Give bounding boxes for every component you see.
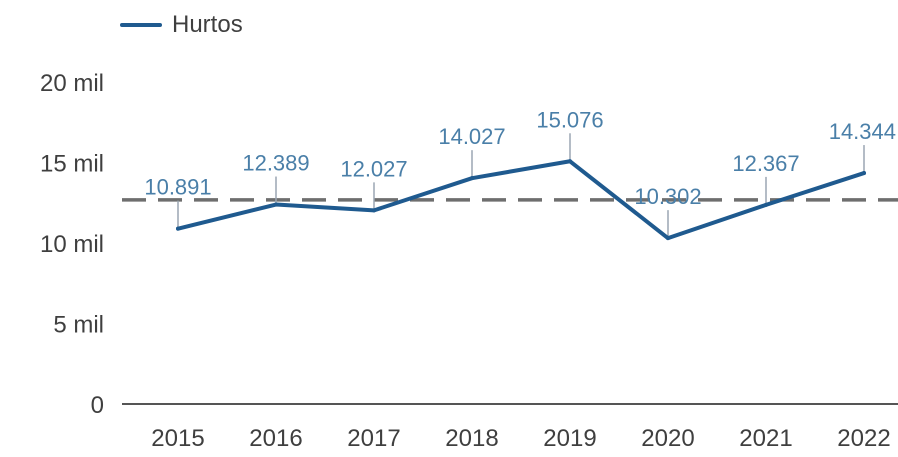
x-tick-label: 2021 [739, 425, 792, 452]
data-label: 14.344 [829, 119, 896, 144]
data-point [372, 208, 376, 213]
data-label: 12.367 [732, 151, 799, 176]
data-point [274, 202, 278, 207]
data-label: 14.027 [438, 124, 505, 149]
x-tick-label: 2016 [249, 425, 302, 452]
data-label: 12.389 [242, 151, 309, 176]
x-tick-label: 2020 [641, 425, 694, 452]
data-label: 12.027 [340, 156, 407, 181]
series-line-hurtos [176, 159, 866, 241]
x-tick-label: 2018 [445, 425, 498, 452]
x-tick-label: 2015 [151, 425, 204, 452]
legend: Hurtos [120, 10, 243, 40]
x-tick-label: 2022 [837, 425, 890, 452]
data-label: 10.891 [144, 175, 211, 200]
y-tick-label: 0 [91, 392, 104, 419]
data-label: 10.302 [634, 184, 701, 209]
data-point [568, 159, 572, 164]
x-tick-label: 2017 [347, 425, 400, 452]
y-tick-label: 20 mil [40, 70, 104, 97]
data-point [862, 171, 866, 176]
data-label: 15.076 [536, 107, 603, 132]
y-tick-label: 10 mil [40, 231, 104, 258]
data-point [666, 236, 670, 241]
y-tick-label: 5 mil [53, 312, 104, 339]
legend-label: Hurtos [172, 11, 243, 38]
y-tick-label: 15 mil [40, 151, 104, 178]
x-tick-label: 2019 [543, 425, 596, 452]
data-point [764, 202, 768, 207]
data-point [176, 226, 180, 231]
legend-swatch [120, 23, 162, 27]
data-point [470, 176, 474, 181]
